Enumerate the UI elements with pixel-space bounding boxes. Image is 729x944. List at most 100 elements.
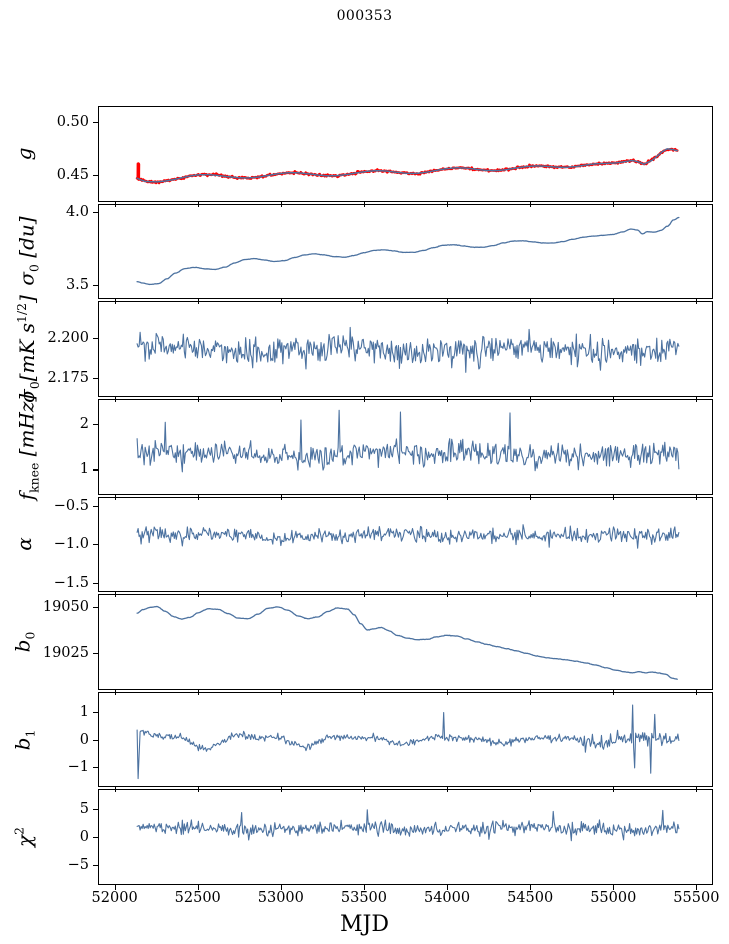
x-tick-mark	[114, 201, 116, 207]
x-tick-mark	[197, 396, 199, 402]
y-tick-mark	[93, 121, 98, 124]
plot-panel-b0	[98, 594, 713, 690]
x-tick-label: 55500	[673, 890, 720, 906]
x-tick-mark	[363, 299, 366, 305]
x-tick-mark	[363, 592, 366, 598]
x-tick-mark	[613, 787, 615, 793]
x-tick-mark	[280, 299, 282, 305]
x-tick-mark	[197, 787, 199, 793]
x-tick-mark	[447, 592, 449, 598]
sigma0-mk-line	[136, 327, 680, 374]
y-tick-mark	[93, 284, 98, 286]
x-tick-mark	[280, 396, 282, 402]
y-tick-mark	[93, 865, 98, 867]
x-tick-mark	[114, 396, 116, 402]
x-tick-mark	[530, 201, 532, 207]
x-tick-mark	[530, 787, 532, 793]
x-tick-mark	[696, 201, 698, 207]
x-tick-mark	[197, 885, 199, 890]
x-tick-mark	[613, 885, 615, 890]
x-tick-mark	[613, 396, 615, 402]
x-tick-mark	[197, 299, 199, 305]
x-tick-mark	[696, 689, 698, 695]
y-tick-label: 2.175	[47, 369, 89, 386]
y-tick-mark	[93, 739, 98, 741]
y-tick-label: 0	[79, 731, 89, 748]
y-tick-label: −1	[67, 758, 89, 775]
x-tick-mark	[530, 885, 532, 890]
x-tick-mark	[114, 885, 116, 890]
alpha-line	[136, 523, 680, 549]
figure-title: 000353	[336, 8, 393, 24]
x-tick-label: 54500	[507, 890, 554, 906]
x-tick-mark	[363, 494, 366, 500]
x-tick-mark	[696, 787, 698, 793]
y-tick-label: −0.5	[53, 497, 89, 514]
y-tick-mark	[93, 582, 98, 584]
x-tick-mark	[696, 299, 698, 305]
y-axis-label-chi2: χ2	[11, 827, 37, 848]
b0-line	[136, 605, 678, 681]
y-tick-mark	[93, 377, 98, 379]
x-tick-mark	[530, 494, 532, 500]
gain-model-line	[136, 148, 678, 183]
x-tick-mark	[363, 885, 366, 890]
x-tick-mark	[114, 787, 116, 793]
x-tick-mark	[447, 885, 449, 890]
y-tick-mark	[93, 212, 98, 214]
plot-panel-fknee	[98, 398, 713, 495]
y-tick-mark	[93, 337, 98, 339]
sigma0-du-line	[136, 216, 680, 285]
x-tick-label: 53000	[257, 890, 304, 906]
y-tick-mark	[93, 423, 98, 425]
x-tick-mark	[280, 689, 282, 695]
x-tick-mark	[530, 299, 532, 305]
x-tick-mark	[530, 689, 532, 695]
fknee-line	[136, 409, 680, 473]
y-tick-mark	[93, 505, 98, 507]
x-tick-mark	[530, 396, 532, 402]
x-tick-mark	[114, 592, 116, 598]
x-tick-mark	[363, 787, 366, 793]
x-tick-label: 55000	[590, 890, 637, 906]
chi2-line	[136, 809, 680, 842]
x-tick-mark	[280, 885, 282, 890]
x-tick-mark	[447, 494, 449, 500]
y-tick-mark	[93, 469, 98, 471]
x-axis-label: MJD	[340, 912, 389, 937]
y-tick-label: 0.50	[56, 113, 89, 130]
y-tick-label: 1	[79, 461, 89, 478]
x-tick-mark	[613, 494, 615, 500]
y-tick-label: 1	[79, 704, 89, 721]
y-axis-label-sigma0-du: σ0 [du]	[14, 216, 42, 287]
x-tick-mark	[613, 592, 615, 598]
y-tick-label: 2.200	[47, 329, 89, 346]
x-tick-label: 52000	[91, 890, 138, 906]
x-tick-mark	[696, 494, 698, 500]
x-tick-mark	[280, 592, 282, 598]
y-axis-label-alpha: α	[12, 537, 36, 552]
x-tick-label: 53500	[340, 890, 388, 906]
y-axis-label-sigma0-mk: σ0[mK s1/2]	[14, 295, 42, 403]
b1-line	[136, 704, 680, 779]
plot-panel-gain	[98, 106, 713, 202]
x-tick-mark	[613, 299, 615, 305]
gain-red-scatter	[135, 147, 679, 185]
y-tick-label: −1.5	[53, 574, 89, 591]
y-axis-label-fknee: fknee [mHz]	[14, 393, 42, 500]
x-tick-mark	[696, 396, 698, 402]
y-tick-mark	[93, 809, 98, 811]
y-tick-mark	[93, 544, 98, 546]
x-tick-mark	[613, 689, 615, 695]
x-tick-mark	[613, 201, 615, 207]
y-tick-label: 19025	[42, 644, 89, 661]
x-tick-label: 54000	[423, 890, 471, 906]
y-tick-label: −1.0	[53, 536, 89, 553]
x-tick-mark	[447, 201, 449, 207]
y-tick-label: 0.45	[56, 167, 89, 184]
y-tick-mark	[93, 652, 98, 655]
plot-panel-b1	[98, 691, 713, 788]
x-tick-mark	[447, 396, 449, 402]
x-tick-mark	[696, 885, 698, 890]
